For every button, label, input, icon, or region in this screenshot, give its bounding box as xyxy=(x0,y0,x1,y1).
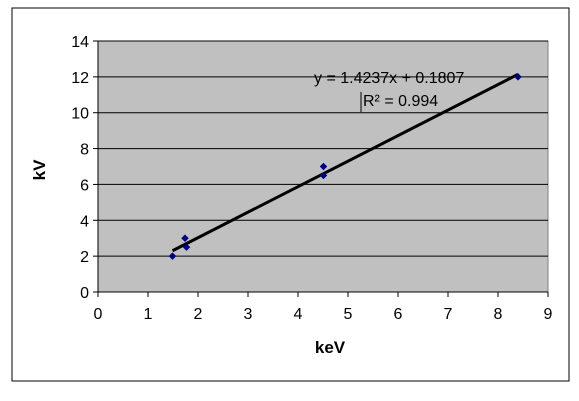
trendline xyxy=(171,73,519,253)
x-tick-label-0: 0 xyxy=(94,306,103,323)
y-tick-label-2: 2 xyxy=(80,249,89,266)
trendline-group xyxy=(171,73,519,253)
x-tick-label-3: 3 xyxy=(244,306,253,323)
y-tick-label-14: 14 xyxy=(71,34,89,51)
data-point-3 xyxy=(319,162,328,171)
x-tick-label-7: 7 xyxy=(444,306,453,323)
r-squared-label: R² = 0.994 xyxy=(363,93,438,110)
y-axis-title: kV xyxy=(30,159,49,180)
gridlines xyxy=(98,40,548,257)
y-tick-labels: 0 2 4 6 8 10 12 14 xyxy=(71,34,89,302)
y-tick-label-6: 6 xyxy=(80,177,89,194)
data-point-5 xyxy=(514,73,522,81)
axes xyxy=(93,40,549,297)
y-tick-label-8: 8 xyxy=(80,142,89,159)
y-tick-label-4: 4 xyxy=(80,213,89,230)
data-point-0 xyxy=(168,252,177,260)
x-axis-title: keV xyxy=(315,338,346,357)
data-point-2 xyxy=(182,243,191,252)
x-tick-label-5: 5 xyxy=(344,306,353,323)
x-tick-label-4: 4 xyxy=(294,306,303,323)
y-tick-label-0: 0 xyxy=(80,285,89,302)
x-tick-label-1: 1 xyxy=(144,306,153,323)
x-tick-label-2: 2 xyxy=(194,306,203,323)
y-tick-label-10: 10 xyxy=(71,106,89,123)
x-tick-label-6: 6 xyxy=(394,306,403,323)
x-tick-labels: 0 1 2 3 4 5 6 7 8 9 xyxy=(94,306,553,323)
x-tick-label-9: 9 xyxy=(544,306,553,323)
trendline-equation: y = 1.4237x + 0.1807 xyxy=(314,70,464,87)
data-point-4 xyxy=(319,171,328,180)
y-tick-label-12: 12 xyxy=(71,70,89,87)
data-point-1 xyxy=(181,234,189,243)
data-points xyxy=(168,73,522,260)
x-tick-label-8: 8 xyxy=(494,306,503,323)
